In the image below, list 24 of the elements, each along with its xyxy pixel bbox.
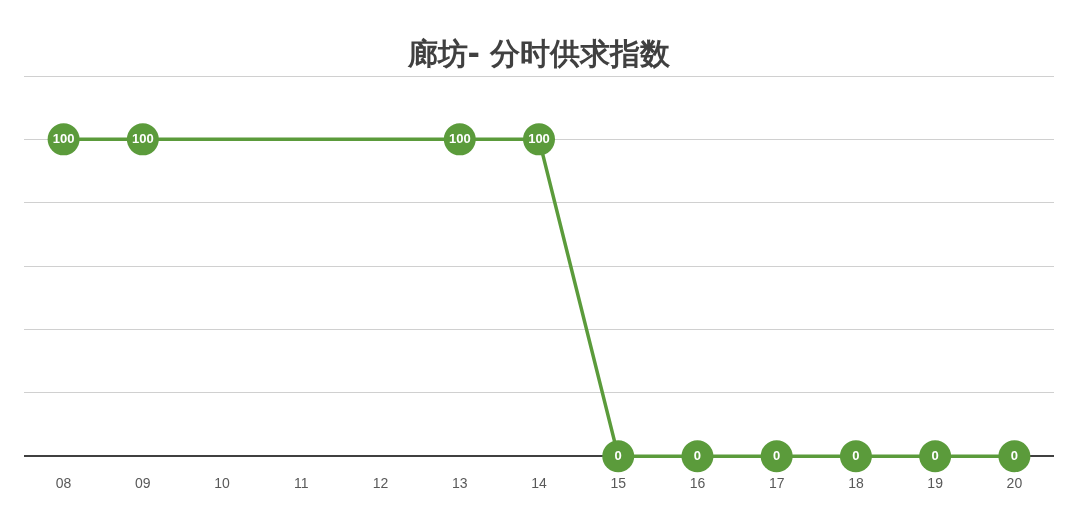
data-label: 0 [614, 447, 622, 463]
data-label: 0 [1010, 447, 1018, 463]
x-tick-label: 16 [689, 475, 706, 492]
x-tick-label: 09 [135, 475, 151, 492]
x-tick-label: 17 [768, 475, 785, 492]
x-tick-label: 18 [848, 475, 864, 492]
x-tick-label: 10 [214, 475, 231, 492]
data-label: 100 [131, 130, 154, 146]
data-label: 0 [773, 447, 781, 463]
data-label: 0 [693, 447, 702, 463]
data-label: 0 [931, 447, 939, 463]
x-tick-label: 19 [927, 475, 944, 492]
x-tick-label: 11 [294, 475, 309, 492]
x-tick-label: 12 [372, 475, 389, 492]
x-tick-label: 15 [610, 475, 627, 492]
x-tick-label: 20 [1006, 475, 1023, 492]
x-tick-label: 08 [55, 475, 72, 492]
data-label: 100 [528, 130, 550, 146]
chart-title: 廊坊- 分时供求指数 [406, 35, 672, 71]
data-label: 100 [448, 130, 471, 146]
x-tick-label: 13 [451, 475, 468, 492]
x-tick-label: 14 [531, 475, 547, 492]
data-label: 100 [52, 130, 75, 146]
data-label: 0 [852, 447, 860, 463]
